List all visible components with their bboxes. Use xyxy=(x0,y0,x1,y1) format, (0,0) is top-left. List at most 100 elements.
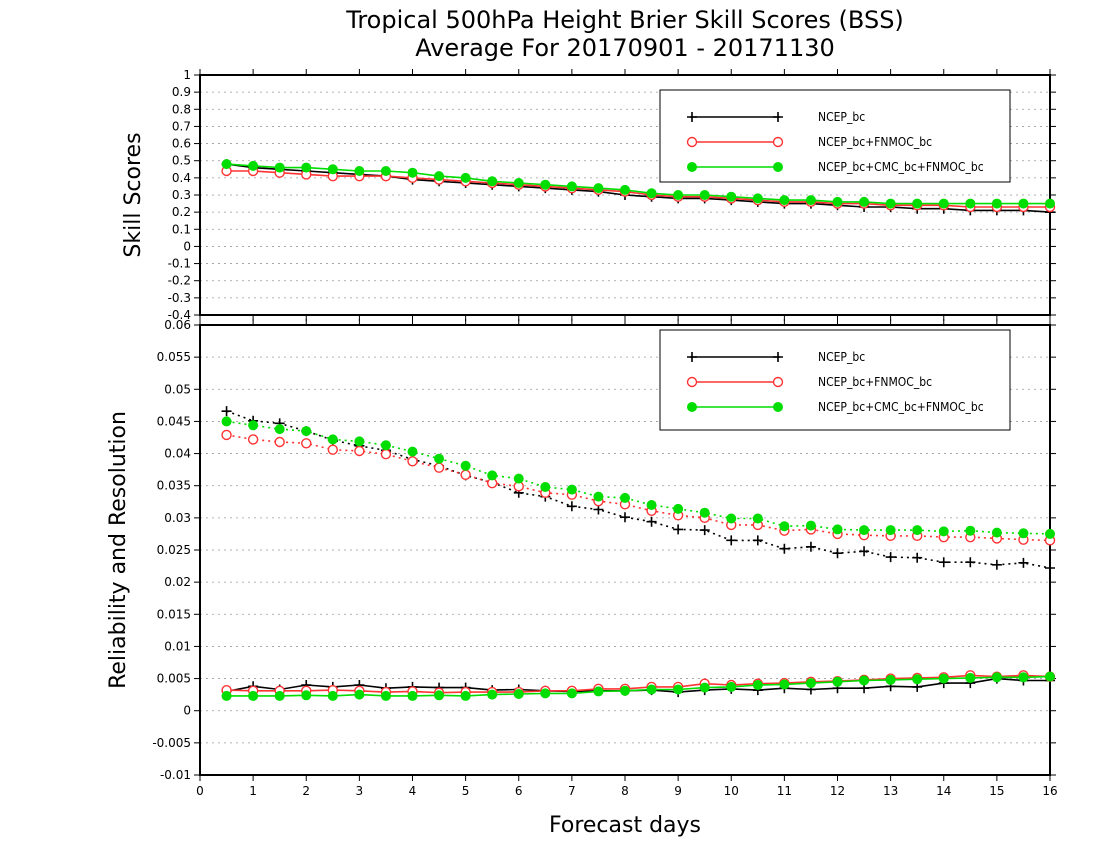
x-tick-label: 7 xyxy=(568,784,576,798)
legend-marker-end xyxy=(773,402,783,412)
data-point xyxy=(434,690,445,701)
x-tick-label: 11 xyxy=(777,784,792,798)
data-point xyxy=(1018,557,1029,568)
data-point xyxy=(938,557,949,568)
data-point xyxy=(885,525,896,536)
y-tick-label: 0.3 xyxy=(172,188,191,202)
data-point xyxy=(673,503,684,514)
data-point xyxy=(301,690,312,701)
legend-marker-end xyxy=(772,136,784,148)
data-point xyxy=(274,436,285,448)
y-tick-label: -0.1 xyxy=(168,257,191,271)
legend-marker-start xyxy=(687,162,697,172)
y-axis-label: Skill Scores xyxy=(121,132,146,257)
data-point xyxy=(327,434,338,445)
data-point xyxy=(965,525,976,536)
data-point xyxy=(380,440,391,451)
data-point xyxy=(859,546,870,557)
data-point xyxy=(620,184,630,195)
series-ncep-bc-cmc-bc-fnmoc-bc xyxy=(221,159,1055,209)
data-point xyxy=(859,525,870,536)
data-point xyxy=(779,543,790,554)
legend-entry-ncep-bc-cmc-bc-fnmoc-bc: NCEP_bc+CMC_bc+FNMOC_bc xyxy=(687,400,984,414)
data-point xyxy=(566,688,577,699)
data-point xyxy=(301,162,312,173)
data-point xyxy=(991,672,1002,683)
data-point xyxy=(301,438,312,449)
y-tick-label: 0.035 xyxy=(157,479,191,493)
data-point xyxy=(487,470,498,481)
y-tick-label: -0.005 xyxy=(152,736,191,750)
data-point xyxy=(646,516,657,527)
data-point xyxy=(885,674,896,685)
data-point xyxy=(248,690,259,701)
data-point xyxy=(513,178,524,188)
data-point xyxy=(487,176,498,187)
y-tick-label: 0.04 xyxy=(164,447,191,461)
data-point xyxy=(752,680,763,690)
data-point xyxy=(779,521,790,532)
data-point xyxy=(460,460,471,471)
y-tick-label: 0.025 xyxy=(157,543,191,557)
title-line-1: Tropical 500hPa Height Brier Skill Score… xyxy=(345,6,904,34)
legend-marker-end xyxy=(773,162,783,172)
x-tick-label: 8 xyxy=(621,784,629,798)
data-point xyxy=(407,446,418,457)
data-point xyxy=(487,689,498,700)
data-point xyxy=(620,512,630,523)
data-point xyxy=(726,191,737,202)
data-point xyxy=(726,535,737,546)
data-point xyxy=(540,179,551,190)
data-point xyxy=(380,166,391,176)
x-tick-label: 0 xyxy=(196,784,204,798)
y-tick-label: 0.045 xyxy=(157,414,191,428)
data-point xyxy=(248,160,259,171)
legend-label: NCEP_bc+FNMOC_bc xyxy=(818,375,932,389)
x-tick-label: 16 xyxy=(1042,784,1057,798)
legend-label: NCEP_bc+CMC_bc+FNMOC_bc xyxy=(818,160,984,174)
y-tick-label: 0.1 xyxy=(172,222,191,236)
data-point xyxy=(513,473,524,484)
x-tick-label: 13 xyxy=(883,784,898,798)
data-point xyxy=(434,171,445,182)
data-point xyxy=(274,690,285,701)
data-point xyxy=(1045,563,1055,573)
data-point xyxy=(1018,672,1029,683)
data-point xyxy=(805,541,816,552)
plot-frame xyxy=(199,324,1051,776)
x-tick-label: 5 xyxy=(462,784,470,798)
data-point xyxy=(938,526,949,537)
series-line xyxy=(226,434,1051,542)
data-point xyxy=(1045,528,1055,539)
data-point xyxy=(885,198,896,209)
x-tick-label: 2 xyxy=(302,784,310,798)
data-point xyxy=(460,172,471,183)
data-point xyxy=(274,162,285,173)
data-point xyxy=(1018,528,1029,539)
data-point xyxy=(327,164,338,175)
series-ncep-bc-fnmoc-bc-resolution xyxy=(221,429,1056,546)
data-point xyxy=(912,674,923,685)
y-tick-label: 0.06 xyxy=(164,318,191,332)
data-point xyxy=(832,524,843,535)
y-tick-label: 0.01 xyxy=(164,639,191,653)
plot-frame xyxy=(199,74,1051,316)
x-tick-label: 1 xyxy=(249,784,257,798)
data-point xyxy=(726,513,737,524)
data-point xyxy=(566,484,577,495)
data-point xyxy=(620,685,630,696)
title-line-2: Average For 20170901 - 20171130 xyxy=(415,34,835,62)
data-point xyxy=(566,501,577,512)
legend: NCEP_bc NCEP_bc+FNMOC_bc NCEP_bc+CMC_bc+FN… xyxy=(659,329,1011,431)
series-line xyxy=(226,410,1051,569)
data-point xyxy=(859,675,870,686)
data-point xyxy=(221,416,232,427)
x-tick-label: 6 xyxy=(515,784,523,798)
y-tick-label: 1 xyxy=(183,68,191,82)
y-tick-label: 0.03 xyxy=(164,511,191,525)
data-point xyxy=(805,195,816,206)
y-tick-label: 0.4 xyxy=(172,171,191,185)
legend-marker-end xyxy=(772,376,784,388)
data-point xyxy=(752,513,763,524)
data-point xyxy=(274,424,285,435)
